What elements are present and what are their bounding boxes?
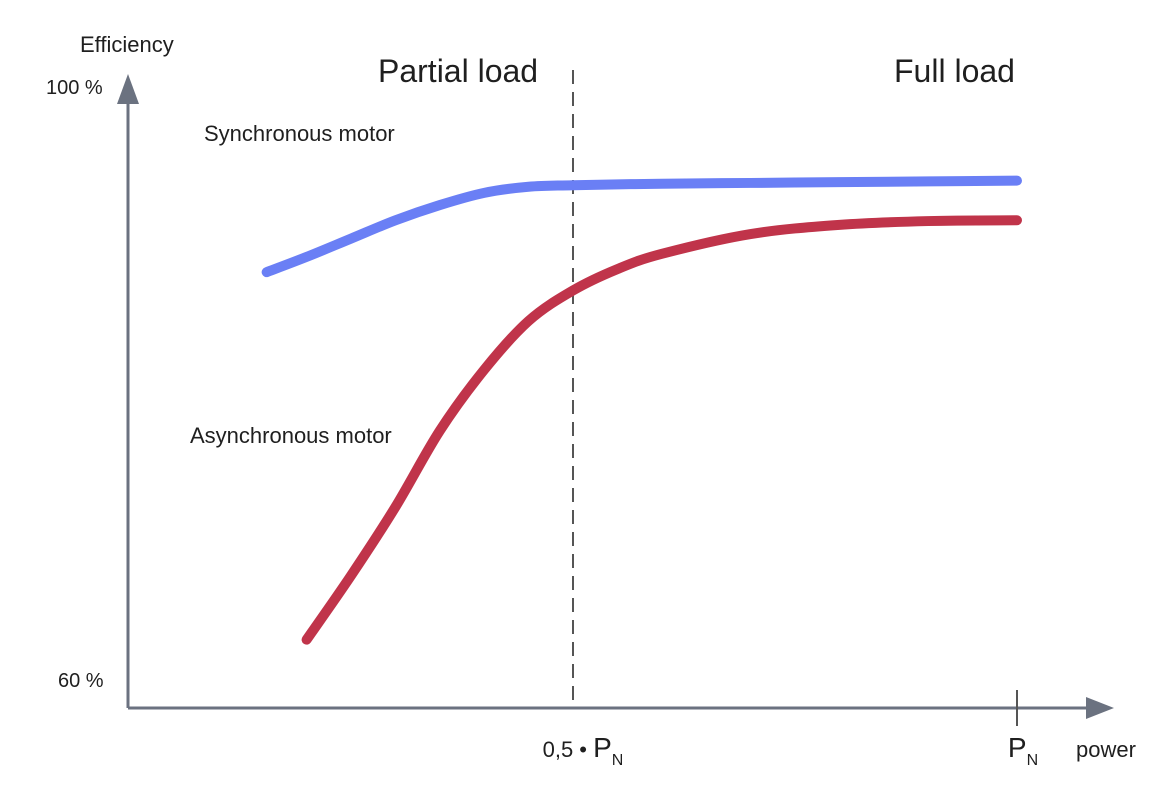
y-axis-title: Efficiency xyxy=(80,32,174,57)
region-label-full: Full load xyxy=(894,53,1015,89)
x-axis-title: power xyxy=(1076,737,1136,762)
series-label-asynchronous: Asynchronous motor xyxy=(190,423,392,448)
series-group xyxy=(261,175,1022,645)
y-tick-bottom: 60 % xyxy=(58,670,104,692)
x-tick-labels: 0,5 • PN PN xyxy=(543,732,1039,769)
x-tick-label-1: 0,5 • PN xyxy=(543,732,624,769)
series-line-synchronous xyxy=(261,175,1022,278)
series-label-synchronous: Synchronous motor xyxy=(204,121,395,146)
y-tick-top: 100 % xyxy=(46,77,103,99)
y-axis-arrow xyxy=(117,74,139,104)
x-axis-arrow xyxy=(1086,697,1114,719)
region-label-partial: Partial load xyxy=(378,53,538,89)
x-tick-label-2: PN xyxy=(1008,732,1038,769)
series-line-asynchronous xyxy=(301,215,1022,645)
